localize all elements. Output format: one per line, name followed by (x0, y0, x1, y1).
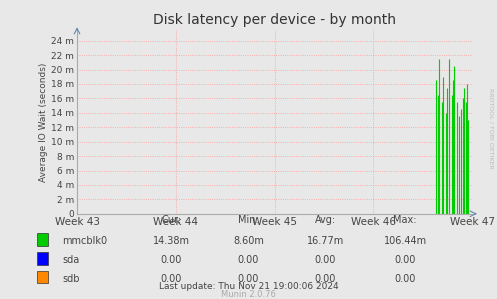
Text: 106.44m: 106.44m (384, 236, 426, 246)
Text: 0.00: 0.00 (238, 274, 259, 284)
Text: 0.00: 0.00 (315, 255, 336, 265)
Text: 0.00: 0.00 (161, 274, 182, 284)
Text: Last update: Thu Nov 21 19:00:06 2024: Last update: Thu Nov 21 19:00:06 2024 (159, 282, 338, 291)
Title: Disk latency per device - by month: Disk latency per device - by month (153, 13, 396, 27)
Text: Cur:: Cur: (162, 215, 181, 225)
Text: sdb: sdb (62, 274, 80, 284)
Text: 0.00: 0.00 (238, 255, 259, 265)
Text: sda: sda (62, 255, 80, 265)
Text: Munin 2.0.76: Munin 2.0.76 (221, 290, 276, 299)
Y-axis label: Average IO Wait (seconds): Average IO Wait (seconds) (39, 62, 48, 181)
Text: 0.00: 0.00 (394, 255, 416, 265)
Text: 14.38m: 14.38m (153, 236, 190, 246)
Text: mmcblk0: mmcblk0 (62, 236, 107, 246)
Text: RRDTOOL / TOBI OETIKER: RRDTOOL / TOBI OETIKER (489, 88, 494, 169)
Text: 0.00: 0.00 (394, 274, 416, 284)
Text: Max:: Max: (393, 215, 417, 225)
Text: 0.00: 0.00 (315, 274, 336, 284)
Text: 16.77m: 16.77m (307, 236, 344, 246)
Text: 0.00: 0.00 (161, 255, 182, 265)
Text: Avg:: Avg: (315, 215, 336, 225)
Text: Min:: Min: (238, 215, 259, 225)
Text: 8.60m: 8.60m (233, 236, 264, 246)
